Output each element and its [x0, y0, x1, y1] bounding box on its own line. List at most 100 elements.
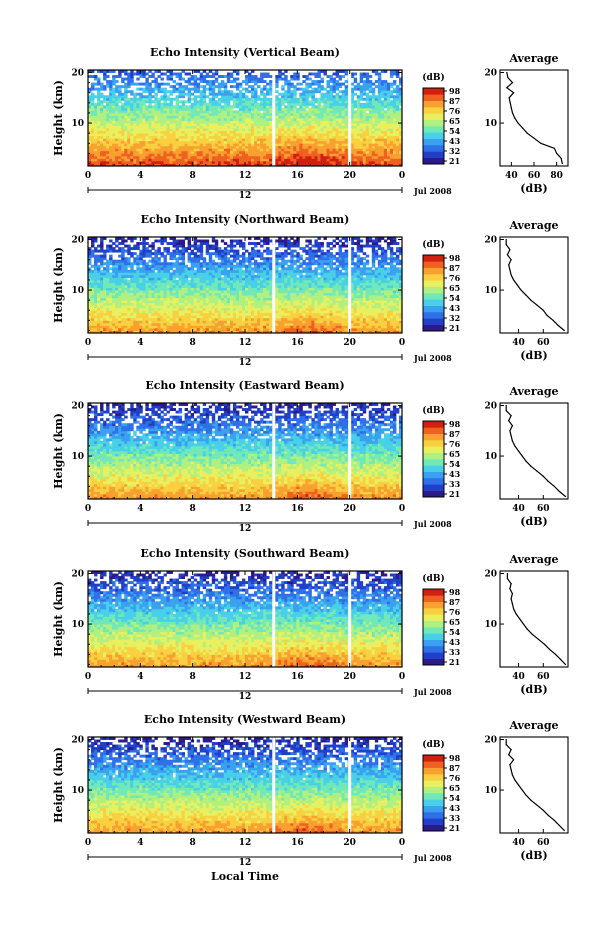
heatmap-cell [184, 115, 189, 119]
heatmap-cell [332, 118, 336, 121]
heatmap-cell [214, 72, 219, 76]
heatmap-cell [305, 150, 309, 154]
heatmap-cell [100, 285, 104, 288]
heatmap-cell [386, 140, 391, 144]
heatmap-cell [91, 158, 95, 162]
heatmap-cell [254, 138, 258, 142]
heatmap-cell [199, 150, 204, 154]
heatmap-cell [302, 118, 306, 121]
heatmap-cell [217, 90, 222, 94]
heatmap-cell [130, 155, 134, 159]
heatmap-cell [142, 282, 146, 286]
heatmap-cell [205, 138, 210, 142]
heatmap-cell [130, 307, 134, 311]
heatmap-cell [238, 97, 243, 101]
heatmap-cell [284, 155, 288, 159]
heatmap-cell [208, 135, 213, 139]
heatmap-cell [163, 135, 167, 139]
heatmap-cell [356, 148, 361, 152]
heatmap-cell [103, 85, 107, 89]
heatmap-cell [181, 249, 186, 253]
heatmap-cell [329, 135, 333, 139]
heatmap-cell [217, 128, 222, 132]
heatmap-cell [199, 277, 204, 281]
heatmap-cell [290, 133, 294, 137]
heatmap-cell [311, 135, 315, 139]
heatmap-cell [130, 118, 134, 121]
heatmap-cell [199, 90, 204, 94]
heatmap-cell [251, 95, 255, 99]
heatmap-cell [389, 90, 394, 94]
heatmap-cell [160, 310, 164, 314]
heatmap-cell [154, 102, 158, 106]
heatmap-cell [130, 150, 134, 154]
heatmap-cell [112, 242, 116, 245]
heatmap-cell [175, 330, 179, 334]
heatmap-cell [163, 239, 167, 243]
heatmap-cell [157, 249, 161, 253]
heatmap-cell [139, 300, 143, 304]
heatmap-cell [371, 95, 376, 99]
heatmap-cell [395, 123, 400, 126]
heatmap-cell [211, 153, 216, 157]
heatmap-cell [356, 85, 361, 89]
heatmap-cell [223, 115, 228, 119]
heatmap-cell [208, 140, 213, 144]
heatmap-cell [260, 140, 264, 144]
heatmap-cell [208, 267, 213, 271]
heatmap-cell [190, 264, 195, 268]
heatmap-cell [392, 80, 397, 84]
heatmap-cell [187, 118, 192, 121]
heatmap-cell [112, 327, 116, 331]
heatmap-cell [103, 163, 107, 167]
heatmap-cell [205, 279, 210, 283]
heatmap-cell [106, 85, 110, 89]
heatmap-cell [302, 115, 306, 119]
heatmap-cell [163, 115, 167, 119]
heatmap-cell [383, 95, 388, 99]
heatmap-cell [320, 97, 324, 101]
heatmap-cell [353, 160, 358, 164]
heatmap-cell [368, 145, 373, 149]
heatmap-cell [199, 77, 204, 81]
heatmap-cell [193, 125, 198, 129]
heatmap-cell [112, 247, 116, 251]
heatmap-cell [296, 112, 300, 116]
heatmap-cell [103, 87, 107, 91]
heatmap-cell [142, 90, 146, 94]
heatmap-cell [368, 115, 373, 119]
heatmap-cell [166, 315, 170, 319]
heatmap-cell [235, 128, 240, 132]
heatmap-cell [323, 150, 327, 154]
heatmap-cell [205, 72, 210, 76]
heatmap-cell [232, 112, 237, 116]
heatmap-cell [199, 310, 204, 314]
heatmap-cell [127, 285, 131, 288]
heatmap-cell [380, 87, 385, 91]
heatmap-cell [118, 160, 122, 164]
heatmap-cell [365, 128, 370, 132]
heatmap-cell [220, 123, 225, 126]
heatmap-cell [127, 128, 131, 132]
heatmap-cell [311, 143, 315, 147]
heatmap-cell [248, 128, 252, 132]
heatmap-cell [290, 90, 294, 94]
heatmap-cell [254, 82, 258, 86]
heatmap-cell [299, 138, 303, 142]
profile-x-tick-label: 40 [505, 171, 518, 181]
heatmap-cell [371, 92, 376, 96]
heatmap-cell [281, 143, 285, 147]
heatmap-cell [154, 82, 158, 86]
heatmap-cell [359, 110, 364, 114]
heatmap-cell [157, 75, 161, 78]
heatmap-cell [127, 130, 131, 134]
heatmap-cell [148, 123, 152, 126]
heatmap-cell [163, 269, 167, 273]
heatmap-cell [100, 300, 104, 304]
heatmap-cell [260, 97, 264, 101]
heatmap-cell [160, 135, 164, 139]
heatmap-cell [130, 285, 134, 288]
heatmap-cell [172, 163, 176, 167]
heatmap-cell [145, 107, 149, 111]
heatmap-cell [187, 274, 192, 278]
